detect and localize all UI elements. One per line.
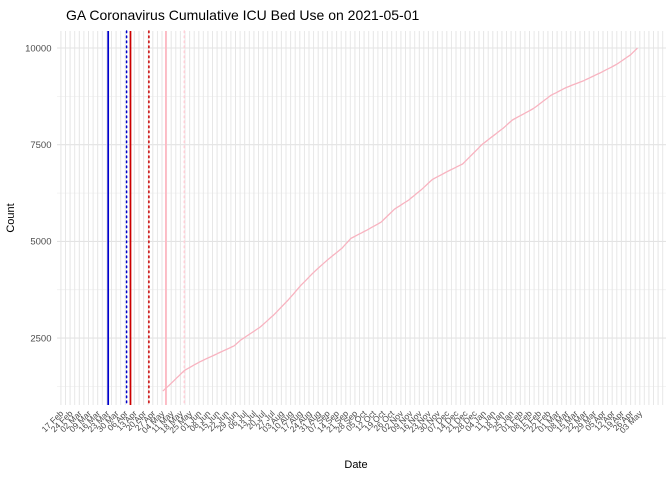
chart-title: GA Coronavirus Cumulative ICU Bed Use on… [66, 7, 420, 23]
series-lines [162, 47, 638, 392]
x-axis-title: Date [344, 459, 367, 471]
series-line-cumulative-icu-bed-use [162, 47, 638, 392]
y-tick-label: 10000 [25, 43, 51, 54]
major-gridlines [57, 31, 666, 405]
y-tick-label: 7500 [30, 140, 51, 151]
y-tick-label: 5000 [30, 237, 51, 248]
y-tick-label: 2500 [30, 333, 51, 344]
event-vlines [107, 30, 186, 406]
y-axis-title: Count [5, 203, 17, 232]
y-tick-labels: 2500 5000 7500 10000 [25, 43, 51, 344]
